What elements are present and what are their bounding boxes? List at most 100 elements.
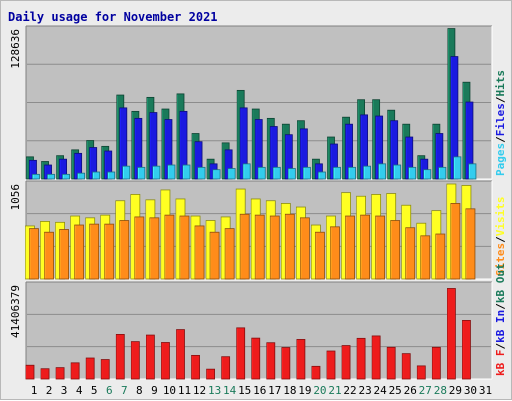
bar-kb_f-day-7 (115, 334, 125, 380)
bar-pages-day-30 (468, 163, 477, 180)
chart-title: Daily usage for November 2021 (8, 10, 218, 24)
bar-pages-day-6 (107, 171, 116, 180)
bar-pages-day-26 (408, 166, 417, 180)
x-tick-label-13: 13 (208, 384, 221, 397)
bar-kb_f-day-28 (431, 346, 441, 380)
bar-pages-day-15 (242, 163, 251, 180)
bar-sites-day-5 (89, 223, 100, 280)
bar-sites-day-8 (134, 216, 145, 280)
bar-pages-day-24 (378, 163, 387, 180)
bar-pages-day-22 (348, 166, 356, 180)
bar-pages-day-25 (393, 164, 402, 180)
bar-kb_f-day-20 (311, 365, 321, 380)
x-tick-label-10: 10 (163, 384, 176, 397)
x-tick-label-16: 16 (253, 384, 266, 397)
bar-pages-day-27 (423, 169, 432, 180)
x-tick-label-1: 1 (31, 384, 38, 397)
bar-pages-day-17 (272, 166, 281, 180)
x-tick-label-30: 30 (464, 384, 477, 397)
x-tick-label-24: 24 (374, 384, 388, 397)
legend-item-sites: Sites (494, 243, 507, 276)
bar-kb_f-day-26 (401, 353, 411, 380)
legend-text: kB F/kB In/kB Out (494, 263, 507, 376)
bar-pages-day-29 (453, 156, 462, 180)
bar-kb_f-day-25 (386, 346, 396, 380)
bar-kb_f-day-6 (100, 359, 110, 380)
bar-kb_f-day-14 (221, 356, 231, 380)
legend-item-sep1: / (494, 343, 507, 350)
bar-pages-day-20 (318, 171, 326, 180)
bar-pages-day-4 (77, 172, 86, 180)
x-tick-label-20: 20 (313, 384, 326, 397)
bar-sites-day-1 (29, 228, 39, 280)
bar-sites-day-26 (405, 227, 416, 280)
bar-pages-day-3 (62, 173, 70, 180)
bar-pages-day-23 (363, 165, 372, 180)
bar-sites-day-3 (59, 229, 69, 280)
bar-sites-day-6 (104, 223, 115, 280)
bar-sites-day-13 (209, 231, 220, 280)
bar-sites-day-24 (375, 215, 386, 280)
x-tick-label-15: 15 (238, 384, 251, 397)
x-tick-label-28: 28 (434, 384, 447, 397)
bar-sites-day-25 (390, 220, 401, 280)
legend-item-sep1: / (494, 236, 507, 243)
bar-sites-day-10 (164, 214, 175, 280)
bar-kb_f-day-30 (462, 320, 471, 380)
bar-kb_f-day-1 (25, 364, 35, 380)
legend-item-sep1: / (494, 136, 507, 143)
bar-kb_f-day-18 (281, 347, 291, 380)
bar-kb_f-day-8 (130, 341, 140, 380)
bar-kb_f-day-11 (176, 329, 185, 380)
legend-item-kb_f: kB F (494, 350, 507, 377)
bar-kb_f-day-16 (251, 337, 261, 380)
legend-item-visits: Visits (494, 197, 507, 237)
x-tick-label-22: 22 (343, 384, 356, 397)
x-tick-label-2: 2 (46, 384, 53, 397)
bar-sites-day-15 (239, 213, 250, 280)
bar-sites-day-23 (360, 214, 371, 280)
bar-kb_f-day-21 (326, 350, 336, 380)
bar-pages-day-19 (302, 166, 311, 180)
bar-sites-day-20 (315, 231, 325, 280)
bar-sites-day-17 (269, 215, 280, 280)
bar-pages-day-16 (257, 166, 266, 180)
bar-sites-day-16 (254, 214, 265, 280)
bar-pages-day-8 (137, 166, 146, 180)
x-tick-label-5: 5 (91, 384, 98, 397)
legend-text: Pages/Files/Hits (494, 70, 507, 176)
bar-pages-day-12 (197, 166, 206, 180)
bar-kb_f-day-19 (296, 339, 306, 380)
x-axis: 1 2 3 4 5 6 7 8 9 10 11 12 13 14 15 16 17 18 19 20 21 22 23 24 2… (31, 384, 492, 397)
x-tick-label-11: 11 (178, 384, 191, 397)
x-tick-label-18: 18 (283, 384, 296, 397)
panel-middle: 1056 Sites/Visits (9, 180, 507, 280)
legend-middle: Sites/Visits (494, 197, 507, 277)
x-tick-label-17: 17 (268, 384, 281, 397)
bar-kb_f-day-24 (371, 335, 381, 380)
bar-sites-day-14 (224, 228, 235, 280)
bar-sites-day-29 (450, 203, 461, 280)
bar-pages-day-1 (32, 173, 40, 180)
bar-sites-day-2 (44, 231, 54, 280)
bar-pages-day-18 (287, 168, 296, 180)
bar-kb_f-day-29 (446, 288, 456, 380)
legend-item-files: Files (494, 103, 507, 136)
bar-sites-day-7 (119, 220, 130, 280)
x-tick-label-8: 8 (136, 384, 143, 397)
bar-sites-day-28 (435, 233, 446, 280)
bar-kb_f-day-13 (206, 368, 216, 380)
legend-top: Pages/Files/Hits (494, 70, 507, 176)
legend-text: Sites/Visits (494, 197, 507, 277)
bar-kb_f-day-22 (341, 345, 351, 380)
bar-kb_f-day-5 (85, 357, 95, 380)
bar-pages-day-28 (438, 166, 447, 180)
bar-sites-day-18 (284, 213, 295, 280)
bar-sites-day-27 (420, 235, 431, 280)
bar-sites-day-19 (299, 217, 310, 280)
x-tick-label-26: 26 (404, 384, 417, 397)
bar-kb_f-day-9 (145, 334, 155, 380)
